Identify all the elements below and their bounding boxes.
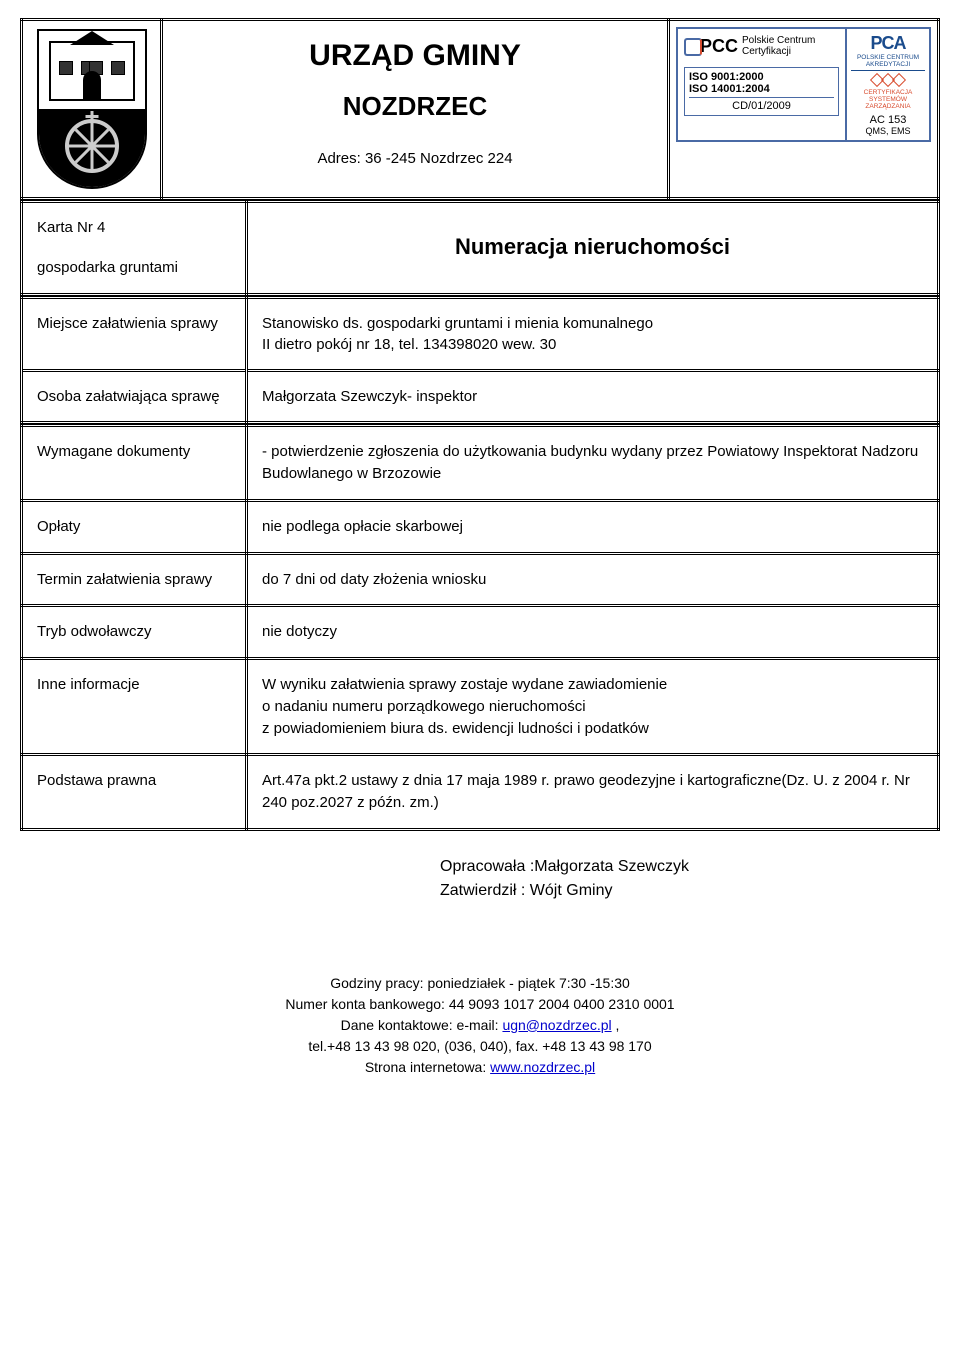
footer-tel: tel.+48 13 43 98 020, (036, 040), fax. +… (20, 1036, 940, 1057)
row-tryb: Tryb odwoławczy nie dotyczy (22, 606, 939, 659)
inne-line2: o nadaniu numeru porządkowego nieruchomo… (262, 696, 923, 718)
pcc-logo-icon: PCC (684, 36, 738, 57)
miejsce-line2: II dietro pokój nr 18, tel. 134398020 we… (262, 334, 923, 356)
label-dokumenty: Wymagane dokumenty (22, 426, 247, 501)
details-table: Miejsce załatwienia sprawy Stanowisko ds… (20, 296, 940, 425)
label-miejsce: Miejsce załatwienia sprawy (22, 297, 247, 370)
office-title-cell: URZĄD GMINY NOZDRZEC Adres: 36 -245 Nozd… (162, 20, 669, 199)
row-inne: Inne informacje W wyniku załatwienia spr… (22, 659, 939, 755)
footer-www: Strona internetowa: www.nozdrzec.pl (20, 1057, 940, 1078)
cert-date: CD/01/2009 (689, 97, 834, 112)
author-line2: Zatwierdził : Wójt Gminy (440, 879, 940, 903)
label-podstawa: Podstawa prawna (22, 755, 247, 830)
label-oplaty: Opłaty (22, 500, 247, 553)
value-termin: do 7 dni od daty złożenia wniosku (247, 553, 939, 606)
label-osoba: Osoba załatwiająca sprawę (22, 370, 247, 423)
inne-line3: z powiadomieniem biura ds. ewidencji lud… (262, 718, 923, 740)
footer-email-link[interactable]: ugn@nozdrzec.pl (502, 1017, 611, 1033)
office-place: NOZDRZEC (171, 91, 659, 122)
value-inne: W wyniku załatwienia sprawy zostaje wyda… (247, 659, 939, 755)
footer: Godziny pracy: poniedziałek - piątek 7:3… (20, 973, 940, 1078)
pca-logo-icon: PCA (851, 33, 925, 54)
card-category: gospodarka gruntami (37, 257, 231, 279)
value-podstawa: Art.47a pkt.2 ustawy z dnia 17 maja 1989… (247, 755, 939, 830)
value-osoba: Małgorzata Szewczyk- inspektor (247, 370, 939, 423)
crest-cell (22, 20, 162, 199)
iso-block: ISO 9001:2000 ISO 14001:2004 CD/01/2009 (684, 67, 839, 116)
diamond-icon (851, 75, 925, 85)
author-line1: Opracowała :Małgorzata Szewczyk (440, 855, 940, 879)
office-address: Adres: 36 -245 Nozdrzec 224 (171, 150, 659, 167)
row-dokumenty: Wymagane dokumenty - potwierdzenie zgłos… (22, 426, 939, 501)
pca-subtitle: POLSKIE CENTRUM AKREDYTACJI (851, 54, 925, 71)
footer-account: Numer konta bankowego: 44 9093 1017 2004… (20, 994, 940, 1015)
value-dokumenty: - potwierdzenie zgłoszenia do użytkowani… (247, 426, 939, 501)
iso-9001: ISO 9001:2000 (689, 71, 834, 83)
cert-text: CERTYFIKACJA SYSTEMÓW ZARZĄDZANIA (851, 89, 925, 110)
footer-contact-pre: Dane kontaktowe: e-mail: (341, 1017, 503, 1033)
row-podstawa: Podstawa prawna Art.47a pkt.2 ustawy z d… (22, 755, 939, 830)
footer-www-pre: Strona internetowa: (365, 1059, 490, 1075)
row-termin: Termin załatwienia sprawy do 7 dni od da… (22, 553, 939, 606)
label-tryb: Tryb odwoławczy (22, 606, 247, 659)
card-header-table: Karta Nr 4 gospodarka gruntami Numeracja… (20, 200, 940, 296)
value-miejsce: Stanowisko ds. gospodarki gruntami i mie… (247, 297, 939, 370)
footer-contact-post: , (612, 1017, 620, 1033)
row-oplaty: Opłaty nie podlega opłacie skarbowej (22, 500, 939, 553)
karta-label-cell: Karta Nr 4 gospodarka gruntami (22, 202, 247, 295)
card-title: Numeracja nieruchomości (247, 202, 939, 295)
karta-number: Karta Nr 4 (37, 217, 231, 239)
miejsce-line1: Stanowisko ds. gospodarki gruntami i mie… (262, 313, 923, 335)
row-miejsce: Miejsce załatwienia sprawy Stanowisko ds… (22, 297, 939, 370)
row-osoba: Osoba załatwiająca sprawę Małgorzata Sze… (22, 370, 939, 423)
ac-number: AC 153 (851, 114, 925, 126)
footer-contact: Dane kontaktowe: e-mail: ugn@nozdrzec.pl… (20, 1015, 940, 1036)
label-inne: Inne informacje (22, 659, 247, 755)
qms-ems: QMS, EMS (851, 126, 925, 136)
office-name: URZĄD GMINY (171, 39, 659, 73)
certification-cell: PCC Polskie Centrum Certyfikacji ISO 900… (669, 20, 939, 199)
pcc-subtitle: Polskie Centrum Certyfikacji (742, 35, 839, 57)
coat-of-arms-icon (37, 29, 147, 189)
value-tryb: nie dotyczy (247, 606, 939, 659)
details-table-2: Wymagane dokumenty - potwierdzenie zgłos… (20, 424, 940, 831)
author-block: Opracowała :Małgorzata Szewczyk Zatwierd… (20, 855, 940, 903)
inne-line1: W wyniku załatwienia sprawy zostaje wyda… (262, 674, 923, 696)
footer-hours: Godziny pracy: poniedziałek - piątek 7:3… (20, 973, 940, 994)
value-oplaty: nie podlega opłacie skarbowej (247, 500, 939, 553)
footer-www-link[interactable]: www.nozdrzec.pl (490, 1059, 595, 1075)
iso-14001: ISO 14001:2004 (689, 83, 834, 95)
label-termin: Termin załatwienia sprawy (22, 553, 247, 606)
document-header: URZĄD GMINY NOZDRZEC Adres: 36 -245 Nozd… (20, 18, 940, 200)
